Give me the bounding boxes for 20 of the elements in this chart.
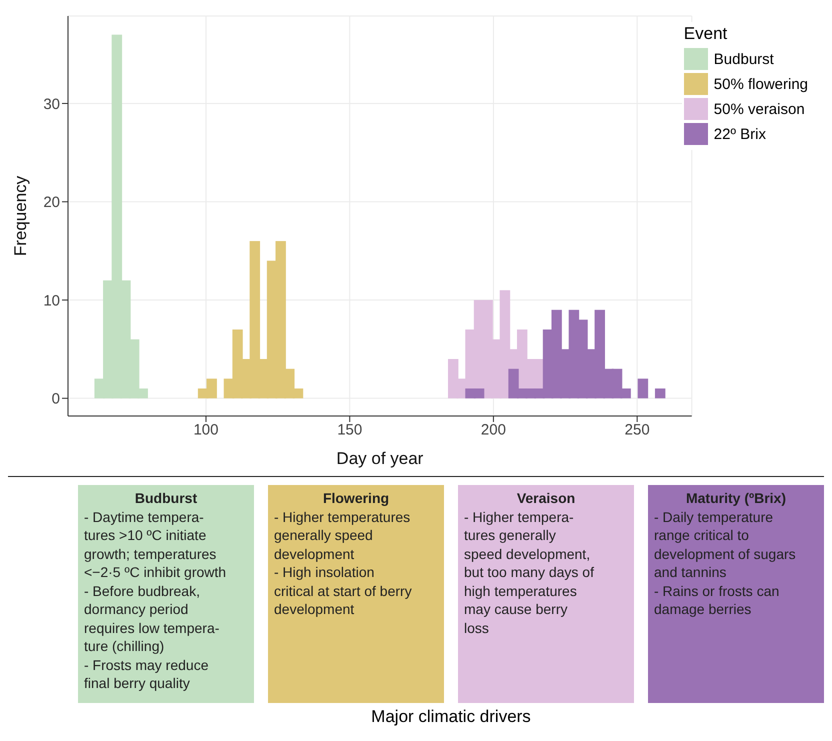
- y-tick-label: 10: [43, 292, 60, 310]
- y-tick-label: 20: [43, 194, 60, 212]
- legend-label: 50% veraison: [714, 100, 805, 118]
- text: Budburst - Daytime tempera- tures >10 ºC initiate growth; temperatures <−2·5 ºC inhibit growth - Before budbreak, dormancy period requires low tempera- ture (chilling) - Frosts may reduce final berry quality: [84, 490, 226, 691]
- y-tick-label: 0: [52, 390, 60, 408]
- y-tick-label: 30: [43, 96, 60, 113]
- text: Maturity (ºBrix) - Daily temperature range critical to development of sugars and tannins - Rains or frosts can damage berries: [654, 489, 797, 618]
- x-tick-label: 250: [624, 422, 650, 439]
- x-tick-label: 200: [480, 422, 506, 439]
- text: Flowering - Higher temperatures generally speed development - High insolation critical at start of berry development: [274, 489, 413, 618]
- legend-title: Event: [684, 24, 728, 44]
- legend-label: Budburst: [714, 50, 774, 68]
- legend-label: 22º Brix: [714, 126, 766, 142]
- legend-label: 50% flowering: [714, 76, 808, 92]
- x-tick-label: 100: [193, 422, 218, 439]
- text: Major climatic drivers: [370, 707, 532, 727]
- x-tick-label: 150: [337, 422, 362, 439]
- text: Veraison - Higher tempera- tures generally speed development, but too many days of high temperatures may cause berry loss: [464, 489, 595, 637]
- x-axis-title: Day of year: [336, 449, 424, 468]
- y-axis-title: Frequency: [11, 175, 30, 256]
